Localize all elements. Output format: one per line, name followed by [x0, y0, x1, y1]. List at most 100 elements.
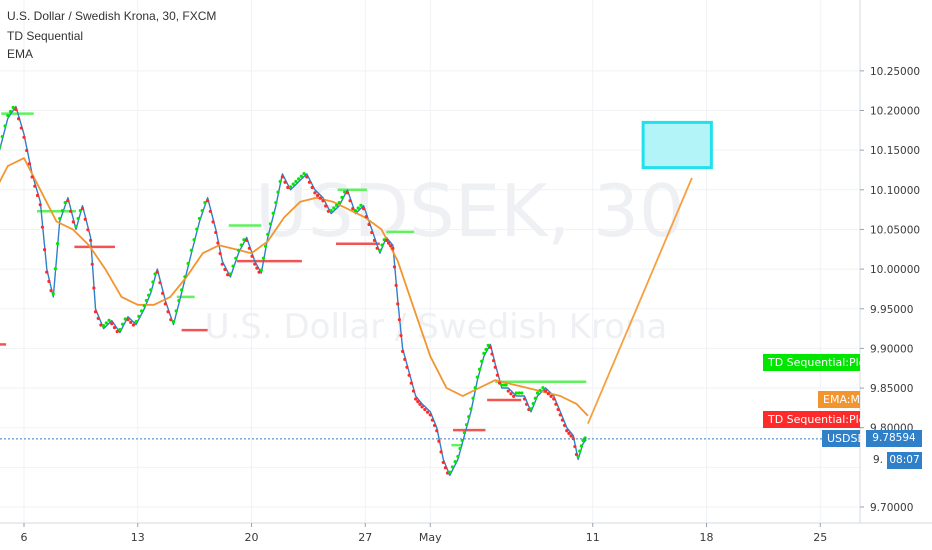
- td-buy-count-marker: [343, 190, 347, 194]
- td-sell-count-marker: [66, 199, 70, 203]
- y-tick-label: 9.70000: [870, 502, 913, 514]
- td-buy-count-marker: [58, 216, 62, 221]
- td-buy-count-marker: [266, 232, 270, 236]
- td-buy-count-marker: [228, 272, 232, 276]
- td-sell-count-marker: [131, 323, 136, 327]
- td-buy-count-marker: [473, 386, 477, 390]
- td-sell-count-marker: [351, 207, 355, 211]
- td-sell-count-marker: [569, 434, 573, 438]
- td-sell-count-marker: [161, 291, 165, 295]
- td-buy-count-marker: [102, 323, 106, 328]
- td-sell-count-marker: [223, 267, 227, 272]
- indicator-td-sequential[interactable]: TD Sequential: [7, 29, 84, 43]
- td-sell-count-marker: [432, 423, 437, 428]
- td-sell-count-marker: [27, 162, 32, 166]
- target-zone[interactable]: [641, 120, 713, 170]
- td-buy-count-marker: [576, 454, 580, 459]
- td-sell-count-marker: [166, 310, 170, 314]
- td-sell-count-marker: [115, 329, 119, 334]
- td-sell-count-marker: [401, 349, 405, 353]
- x-tick-label: 13: [131, 531, 145, 544]
- td-sell-count-marker: [247, 246, 251, 250]
- y-tick-label: 9.95000: [870, 304, 913, 316]
- td-sell-count-marker: [394, 283, 398, 287]
- td-buy-count-marker: [186, 261, 190, 266]
- td-sell-count-marker: [208, 209, 212, 213]
- td-sell-count-marker: [16, 117, 21, 121]
- td-buy-count-marker: [180, 288, 184, 292]
- td-buy-count-marker: [8, 109, 13, 114]
- td-sell-count-marker: [443, 466, 448, 470]
- td-buy-count-marker: [520, 391, 524, 395]
- td-sell-count-marker: [558, 413, 562, 417]
- td-sell-count-marker: [560, 418, 565, 422]
- td-sell-count-marker: [490, 352, 494, 356]
- td-sell-count-marker: [110, 322, 114, 326]
- ema-tag: EMA:MA: [818, 391, 868, 408]
- td-buy-count-marker: [276, 190, 280, 194]
- td-sell-count-marker: [362, 207, 366, 211]
- td-buy-count-marker: [297, 177, 301, 181]
- td-buy-count-marker: [486, 343, 490, 347]
- td-buy-count-marker: [460, 438, 464, 443]
- td-buy-count-marker: [3, 124, 7, 128]
- td-buy-count-marker: [514, 391, 518, 395]
- td-sell-count-marker: [253, 262, 257, 266]
- td-buy-count-marker: [6, 113, 10, 118]
- td-sell-count-marker: [522, 397, 527, 401]
- td-markers: [0, 105, 587, 475]
- td-sell-count-marker: [305, 175, 309, 179]
- current-price-tag: 9.78594: [866, 430, 922, 447]
- td-sell-count-marker: [416, 400, 420, 404]
- time-axis[interactable]: [0, 523, 932, 550]
- td-sell-count-marker: [326, 209, 331, 213]
- td-buy-count-marker: [142, 304, 146, 308]
- td-sell-count-marker: [428, 413, 432, 417]
- td-buy-count-marker: [192, 238, 196, 242]
- td-buy-count-marker: [529, 407, 533, 411]
- td-buy-count-marker: [55, 242, 60, 246]
- y-tick-label: 10.25000: [870, 66, 920, 78]
- td-buy-count-marker: [288, 185, 293, 189]
- td-sell-count-marker: [96, 316, 100, 320]
- td-sell-count-marker: [386, 241, 391, 245]
- td-buy-count-marker: [294, 179, 298, 184]
- grid-lines: [0, 0, 860, 523]
- td-buy-count-marker: [200, 208, 204, 213]
- td-buy-count-marker: [378, 248, 382, 252]
- td-sell-count-marker: [418, 402, 422, 406]
- td-buy-count-marker: [78, 208, 82, 213]
- td-sell-count-marker: [283, 180, 287, 184]
- td-sell-count-marker: [396, 302, 400, 306]
- td-buy-count-marker: [482, 351, 486, 355]
- td-sell-count-marker: [80, 207, 85, 211]
- td-sell-count-marker: [345, 191, 349, 195]
- td-levels: [0, 112, 587, 447]
- td-buy-count-marker: [120, 322, 125, 326]
- td-sell-count-marker: [14, 107, 18, 112]
- td-sell-count-marker: [216, 241, 220, 245]
- td-sell-count-marker: [425, 410, 430, 414]
- td-sell-count-marker: [409, 381, 413, 385]
- td-sell-count-marker: [99, 323, 103, 327]
- td-sell-count-marker: [38, 203, 42, 207]
- x-tick-label: May: [419, 531, 442, 544]
- td-sell-count-marker: [90, 262, 94, 266]
- y-tick-label: 9.85000: [870, 383, 913, 395]
- td-buy-count-marker: [329, 208, 333, 213]
- x-tick-label: 27: [358, 531, 372, 544]
- td-sell-count-marker: [214, 230, 218, 235]
- indicator-ema[interactable]: EMA: [7, 47, 34, 61]
- td-sell-count-marker: [364, 214, 368, 219]
- td-sell-count-marker: [163, 302, 167, 306]
- td-buy-count-marker: [51, 292, 55, 296]
- td-sell-count-marker: [40, 225, 45, 229]
- td-buy-count-marker: [259, 268, 263, 272]
- td-sell-count-marker: [441, 460, 445, 465]
- td-buy-count-marker: [467, 415, 471, 419]
- td-sell-count-marker: [92, 286, 96, 290]
- td-buy-count-marker: [123, 317, 127, 321]
- td-buy-count-marker: [538, 388, 542, 392]
- td-sell-count-marker: [375, 246, 379, 250]
